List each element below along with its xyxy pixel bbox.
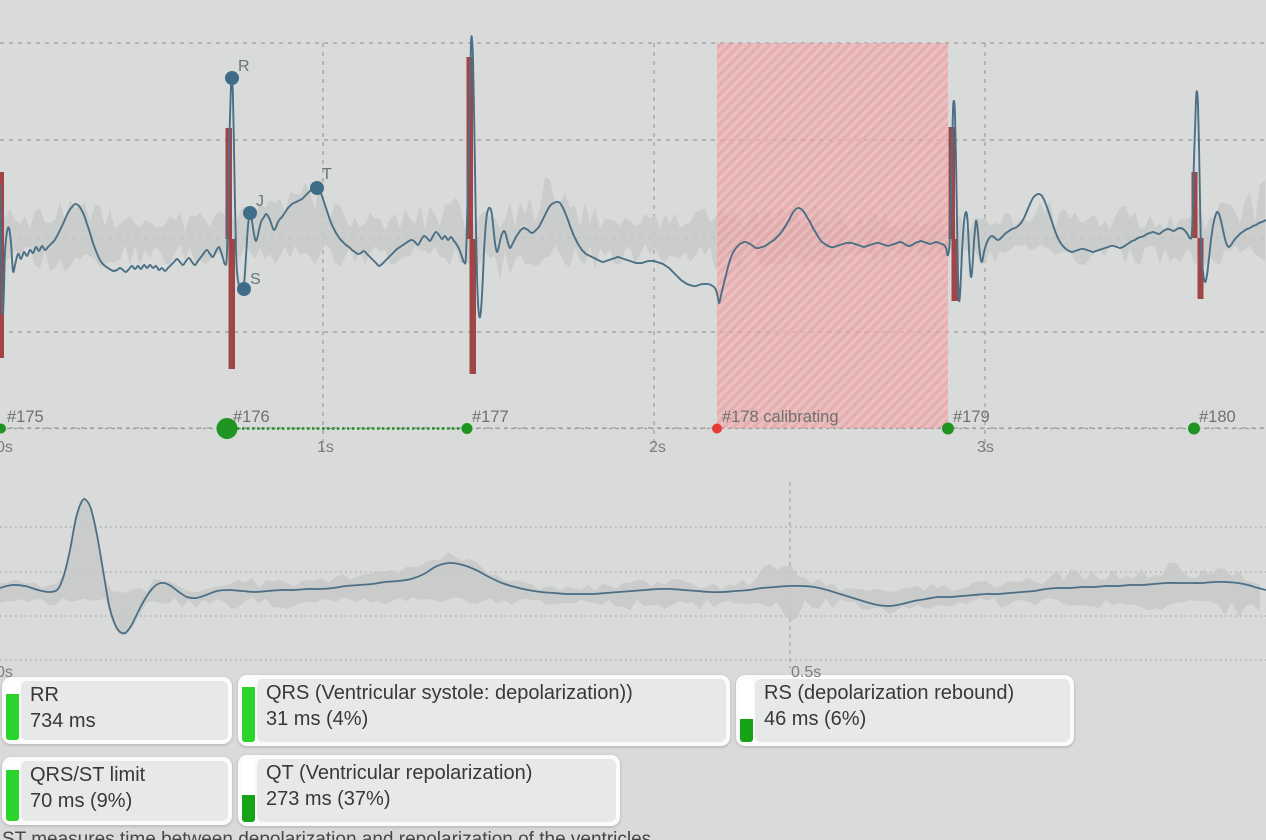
metric-gauge-fill [6,770,19,821]
metric-panel: QRS/ST limit 70 ms (9%) [21,761,228,821]
qrs-duration-bar [469,239,476,374]
x-axis-tick: 3s [977,439,994,456]
calibration-zone [717,43,948,429]
metric-value: 734 ms [30,710,96,732]
beat-marker-dot[interactable] [1188,422,1200,435]
wave-marker-label: S [250,271,261,288]
qrs-duration-bar [1197,238,1204,299]
noise-band [0,496,1260,636]
beat-average-trace [0,497,1266,635]
metric-title: QRS (Ventricular systole: depolarization… [266,682,633,704]
beat-marker-dot[interactable] [712,423,722,434]
metric-value: 70 ms (9%) [30,790,133,812]
metric-title: RR [30,684,59,706]
qrs-duration-bar [228,239,235,369]
metric-value: 273 ms (37%) [266,788,391,810]
metric-card-qt[interactable]: QT (Ventricular repolarization) 273 ms (… [238,755,620,826]
x-axis-tick: 2s [649,439,666,456]
metric-card-qrs-st-limit[interactable]: QRS/ST limit 70 ms (9%) [2,757,232,825]
metric-panel: QRS (Ventricular systole: depolarization… [257,679,726,742]
metric-panel: QT (Ventricular repolarization) 273 ms (… [257,759,616,822]
wave-marker-label: T [322,166,332,183]
beat-marker-dot[interactable] [461,423,473,434]
beat-label: #178 calibrating [722,408,839,426]
metric-value: 46 ms (6%) [764,708,867,730]
beat-label: #175 [7,408,44,426]
metric-gauge-fill [740,719,753,742]
ecg-trace [0,35,1266,319]
wave-marker-dot[interactable] [225,71,239,85]
detail-chart-tick-05s: 0.5s [791,664,822,681]
clipped-caption-text: ST measures time between depolarization … [2,829,652,840]
wave-marker-dot[interactable] [310,181,324,195]
beat-label: #180 [1199,408,1236,426]
metric-card-rs[interactable]: RS (depolarization rebound) 46 ms (6%) [736,675,1074,746]
wave-marker-dot[interactable] [237,282,251,296]
qrs-duration-bar [951,239,958,301]
beat-label: #179 [953,408,990,426]
metric-panel: RS (depolarization rebound) 46 ms (6%) [755,679,1070,742]
metric-gauge-fill [242,794,255,822]
wave-marker-dot[interactable] [243,206,257,220]
metric-title: QRS/ST limit [30,764,146,786]
beat-label: #176 [233,408,270,426]
metric-gauge-fill [6,693,19,740]
metric-title: RS (depolarization rebound) [764,682,1015,704]
beat-marker-dot[interactable] [0,423,6,434]
x-axis-tick: 1s [317,439,334,456]
beat-label: #177 [472,408,509,426]
wave-marker-label: R [238,58,250,75]
beat-marker-dot[interactable] [216,418,238,439]
metric-value: 31 ms (4%) [266,708,369,730]
qrs-duration-bar [1191,172,1198,238]
metric-gauge [6,681,19,740]
metric-panel: RR 734 ms [21,681,228,740]
metric-gauge-fill [242,686,255,742]
qrs-duration-bar [466,57,473,239]
metric-gauge [740,679,753,742]
metric-title: QT (Ventricular repolarization) [266,762,533,784]
metric-gauge [242,759,255,822]
wave-marker-label: J [256,193,264,210]
metric-card-qrs[interactable]: QRS (Ventricular systole: depolarization… [238,675,730,746]
metric-gauge [6,761,19,821]
metric-card-rr[interactable]: RR 734 ms [2,677,232,744]
noise-band [0,176,1265,280]
beat-marker-dot[interactable] [942,422,954,435]
detail-chart-tick-0s: 0s [0,664,13,681]
x-axis-tick: 0s [0,439,13,456]
metric-gauge [242,679,255,742]
